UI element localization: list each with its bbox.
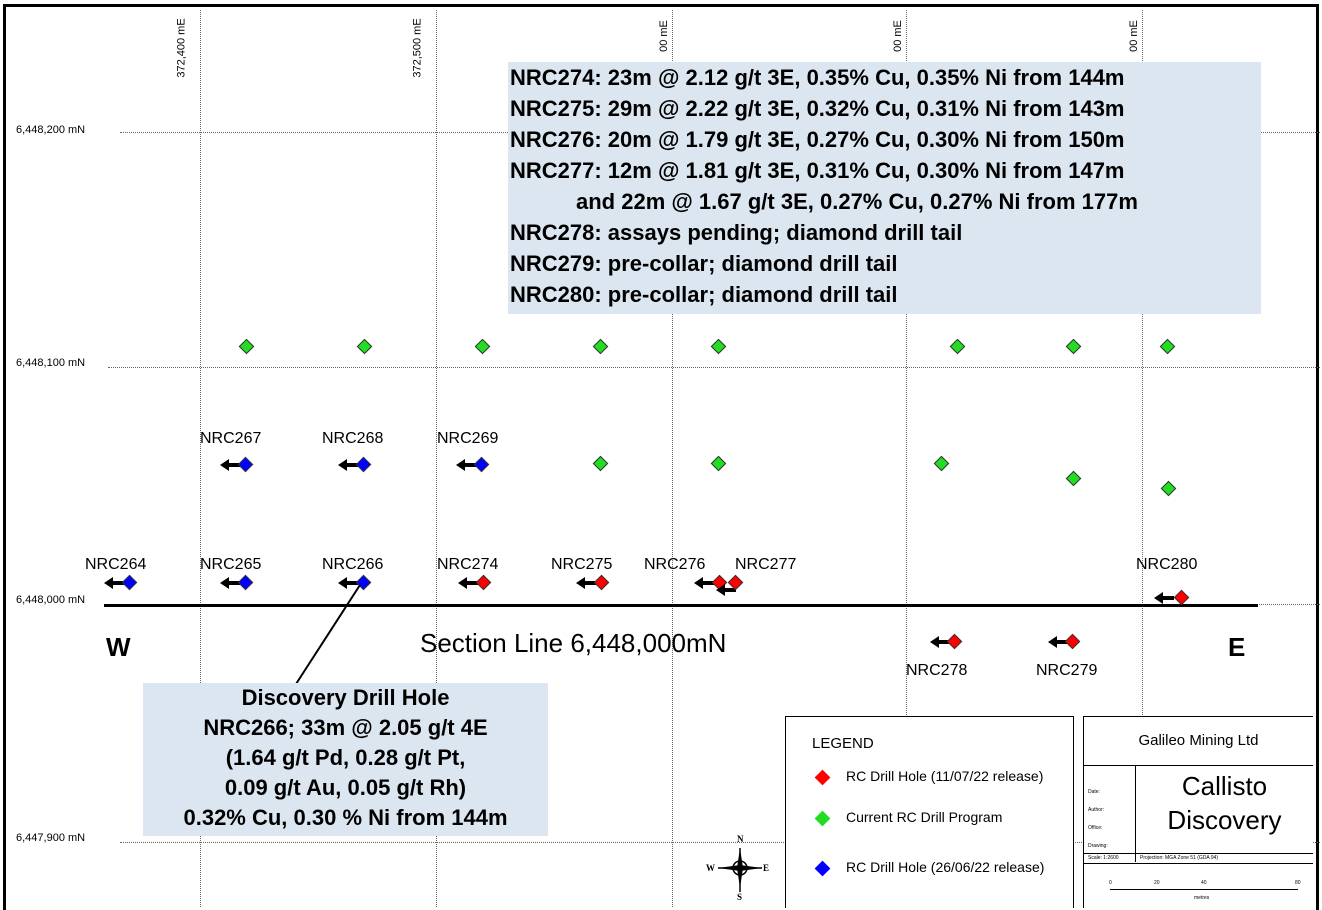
results-line: NRC276: 20m @ 1.79 g/t 3E, 0.27% Cu, 0.3…: [510, 127, 1125, 152]
south-label: S: [737, 892, 743, 902]
hole-label: NRC269: [437, 430, 499, 447]
grid-northing-4: [120, 842, 1320, 843]
section-line: [104, 604, 1258, 607]
northing-tick-1: 6,448,200 mN: [16, 124, 86, 136]
legend-red-marker: [814, 769, 831, 786]
discovery-line: Discovery Drill Hole: [241, 685, 450, 710]
easting-tick-4: 00 mE: [891, 20, 904, 52]
results-line: NRC275: 29m @ 2.22 g/t 3E, 0.32% Cu, 0.3…: [510, 96, 1125, 121]
discovery-box: Discovery Drill Hole NRC266; 33m @ 2.05 …: [143, 683, 548, 836]
north-arrow: N S W E: [706, 834, 770, 902]
legend-title: LEGEND: [812, 735, 874, 752]
scale-tick: 40: [1201, 880, 1207, 886]
grid-easting-5: [1142, 10, 1143, 907]
easting-tick-5: 00 mE: [1127, 20, 1140, 52]
hole-label: NRC278: [906, 662, 968, 679]
east-compass-label: E: [763, 863, 770, 873]
grid-northing-2: [108, 367, 1320, 368]
results-box: NRC274: 23m @ 2.12 g/t 3E, 0.35% Cu, 0.3…: [508, 62, 1261, 314]
results-line: NRC274: 23m @ 2.12 g/t 3E, 0.35% Cu, 0.3…: [510, 65, 1125, 90]
company-name: Galileo Mining Ltd: [1138, 732, 1259, 749]
scale-divider: [1135, 853, 1136, 862]
hole-label: NRC266: [322, 556, 384, 573]
easting-tick-1: 372,400 mE: [175, 18, 188, 78]
title-divider-3: [1084, 863, 1313, 864]
compass-icon: [718, 848, 762, 892]
hole-label: NRC268: [322, 430, 384, 447]
east-label: E: [1228, 632, 1246, 662]
easting-tick-2: 372,500 mE: [411, 18, 424, 78]
scale-tick: 80: [1295, 880, 1301, 886]
hole-label: NRC279: [1036, 662, 1098, 679]
map-border: [3, 4, 1319, 910]
discovery-leader-line: [295, 585, 361, 685]
title-block: Galileo Mining Ltd Date: Author: Office:…: [1083, 716, 1313, 908]
section-line-label: Section Line 6,448,000mN: [420, 628, 727, 658]
hole-label: NRC264: [85, 556, 147, 573]
legend-item: Current RC Drill Program: [846, 809, 1003, 825]
hole-label: NRC274: [437, 556, 499, 573]
discovery-line: (1.64 g/t Pd, 0.28 g/t Pt,: [225, 745, 466, 770]
field-date: Date:: [1088, 789, 1100, 795]
title-divider: [1084, 765, 1313, 766]
grid-easting-2: [436, 10, 437, 907]
project-title-line1: Callisto: [1181, 771, 1268, 801]
legend-item: RC Drill Hole (11/07/22 release): [846, 768, 1044, 784]
hole-label: NRC277: [735, 556, 797, 573]
grid-easting-1: [200, 10, 201, 907]
northing-tick-4: 6,447,900 mN: [16, 832, 86, 844]
field-drawing: Drawing:: [1088, 843, 1108, 849]
results-line: NRC279: pre-collar; diamond drill tail: [510, 251, 898, 276]
hole-label: NRC276: [644, 556, 706, 573]
north-label: N: [737, 834, 744, 844]
northing-tick-2: 6,448,100 mN: [16, 357, 86, 369]
scale-tick: 0: [1109, 880, 1112, 886]
projection-text: Projection: MGA Zone 51 (GDA 94): [1140, 855, 1219, 861]
grid-easting-4: [906, 10, 907, 907]
discovery-line: NRC266; 33m @ 2.05 g/t 4E: [203, 715, 488, 740]
results-line: and 22m @ 1.67 g/t 3E, 0.27% Cu, 0.27% N…: [576, 189, 1138, 214]
hole-label: NRC265: [200, 556, 262, 573]
fields-column: Date: Author: Office: Drawing:: [1084, 765, 1136, 853]
scale-tick: 20: [1154, 880, 1160, 886]
field-office: Office:: [1088, 825, 1103, 831]
project-title-line2: Discovery: [1167, 805, 1282, 835]
field-author: Author:: [1088, 807, 1105, 813]
discovery-line: 0.09 g/t Au, 0.05 g/t Rh): [224, 775, 467, 800]
legend-green-marker: [814, 810, 831, 827]
title-divider-2: [1084, 853, 1313, 854]
northing-tick-3: 6,448,000 mN: [16, 594, 86, 606]
results-line: NRC277: 12m @ 1.81 g/t 3E, 0.31% Cu, 0.3…: [510, 158, 1125, 183]
scale-text: Scale: 1:2600: [1088, 855, 1119, 861]
scale-bar: [1110, 889, 1298, 890]
west-compass-label: W: [706, 863, 715, 873]
legend: LEGEND RC Drill Hole (11/07/22 release) …: [785, 716, 1074, 908]
discovery-line: 0.32% Cu, 0.30 % Ni from 144m: [183, 805, 508, 830]
scale-unit: metres: [1194, 895, 1210, 901]
grid-easting-3: [672, 10, 673, 907]
easting-tick-3: 00 mE: [657, 20, 670, 52]
west-label: W: [106, 632, 131, 662]
legend-blue-marker: [814, 860, 831, 877]
results-line: NRC280: pre-collar; diamond drill tail: [510, 282, 898, 307]
hole-label: NRC280: [1136, 556, 1198, 573]
legend-item: RC Drill Hole (26/06/22 release): [846, 859, 1045, 875]
hole-label: NRC267: [200, 430, 262, 447]
results-line: NRC278: assays pending; diamond drill ta…: [510, 220, 963, 245]
hole-label: NRC275: [551, 556, 613, 573]
